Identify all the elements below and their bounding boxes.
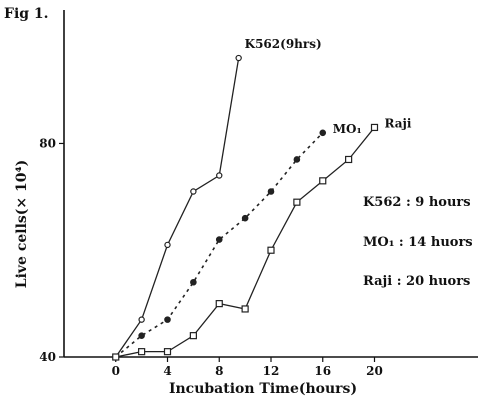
data-point xyxy=(164,241,171,249)
y-tick-label: 40 xyxy=(39,350,56,364)
data-point xyxy=(112,353,120,361)
data-point xyxy=(241,305,249,313)
series-line xyxy=(115,132,324,358)
data-point xyxy=(189,332,197,340)
data-point xyxy=(216,172,223,179)
y-tick-label: 80 xyxy=(39,136,56,150)
x-axis-label: Incubation Time(hours) xyxy=(168,381,358,397)
x-tick-label: 4 xyxy=(163,364,171,378)
data-point xyxy=(138,332,145,339)
data-point xyxy=(190,278,197,286)
series-label: K562(9hrs) xyxy=(245,37,322,51)
note-raji: Raji : 20 huors xyxy=(363,274,471,289)
data-point xyxy=(215,300,223,308)
series-line xyxy=(115,127,376,358)
x-tick-label: 20 xyxy=(366,364,383,378)
data-point xyxy=(319,129,327,137)
data-point xyxy=(319,177,327,185)
x-tick-label: 8 xyxy=(215,364,223,378)
figure-label: Fig 1. xyxy=(4,6,49,22)
data-point xyxy=(241,214,249,222)
note-k562: K562 : 9 hours xyxy=(363,195,471,210)
data-point xyxy=(267,188,275,195)
x-tick-label: 12 xyxy=(263,364,280,378)
series-line xyxy=(115,57,240,358)
data-point xyxy=(370,123,379,132)
data-point xyxy=(138,348,146,356)
data-point xyxy=(163,348,172,356)
data-point xyxy=(293,198,301,206)
data-point xyxy=(293,156,301,163)
data-point xyxy=(215,236,223,243)
note-mo1: MO₁ : 14 huors xyxy=(363,235,473,250)
series-label: Raji xyxy=(385,116,412,130)
series-label: MO₁ xyxy=(333,122,362,136)
x-tick-label: 0 xyxy=(112,364,120,378)
x-tick-label: 16 xyxy=(314,364,331,378)
data-point xyxy=(164,316,171,323)
data-point xyxy=(235,54,242,62)
data-point xyxy=(267,246,275,254)
data-point xyxy=(138,316,145,323)
data-point xyxy=(190,188,197,195)
data-point xyxy=(345,155,353,164)
